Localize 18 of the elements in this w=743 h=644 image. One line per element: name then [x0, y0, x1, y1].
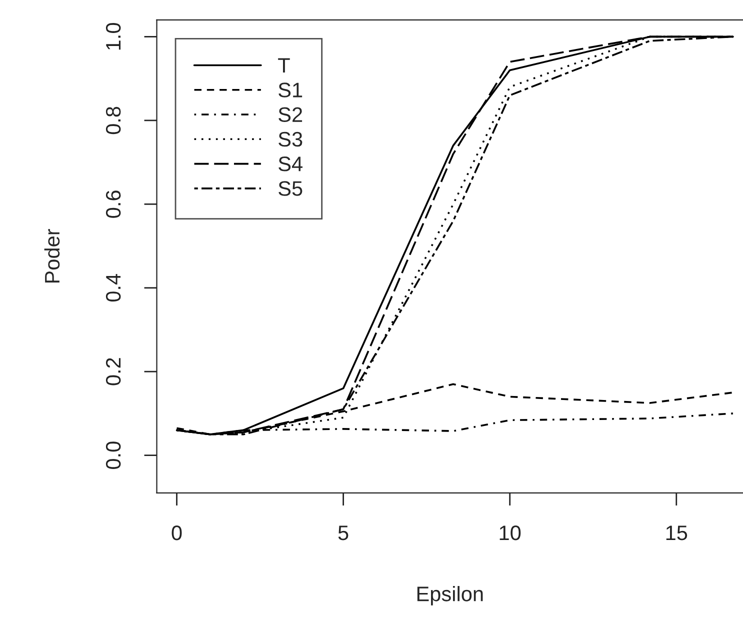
y-tick-label: 1.0 — [106, 23, 121, 50]
legend-label: S1 — [278, 82, 302, 98]
y-tick-label: 0.0 — [106, 442, 121, 469]
legend-label: S3 — [278, 132, 302, 147]
x-axis-title: Epsilon — [417, 586, 483, 606]
x-tick-label: 0 — [172, 525, 182, 540]
x-tick-label: 5 — [338, 526, 348, 540]
y-axis-title: Poder — [44, 229, 60, 283]
y-tick-label: 0.4 — [106, 274, 121, 302]
legend-label: T — [278, 58, 290, 73]
x-tick-label: 10 — [500, 525, 521, 540]
x-tick-label: 15 — [666, 526, 688, 540]
y-tick-label: 0.2 — [106, 358, 121, 386]
legend-label: S4 — [278, 156, 302, 172]
legend-label: S5 — [278, 181, 302, 196]
y-tick-label: 0.6 — [106, 190, 121, 218]
legend-label: S2 — [278, 107, 302, 122]
y-tick-label: 0.8 — [106, 106, 121, 134]
